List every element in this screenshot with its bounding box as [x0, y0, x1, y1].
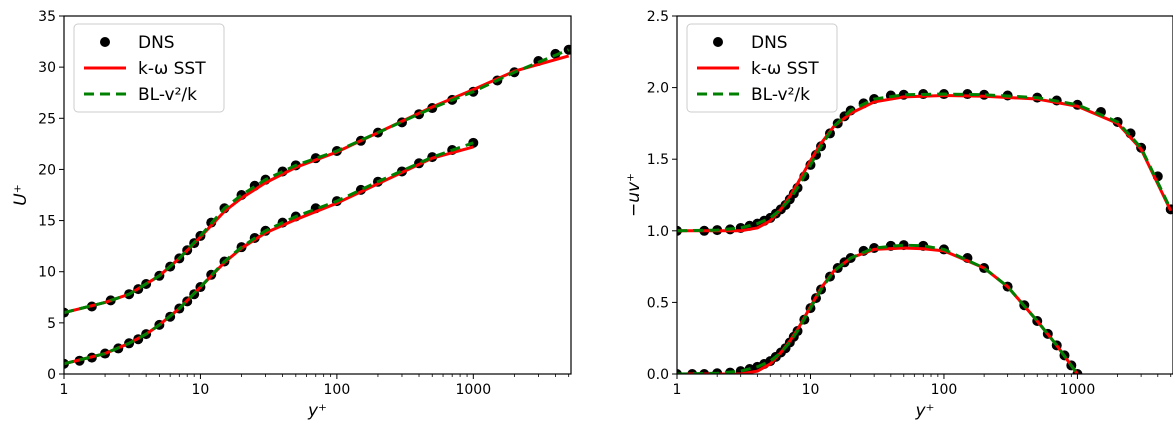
legend-label: DNS — [138, 33, 175, 53]
blv2k-line-0 — [677, 243, 1079, 374]
x-axis-label: y⁺ — [914, 401, 934, 421]
sst-line-1 — [677, 93, 1173, 233]
legend-box — [73, 23, 225, 113]
legend-marker-dns — [713, 37, 723, 47]
sst-line-0 — [677, 246, 1079, 374]
plot-area — [677, 89, 1173, 374]
y-tick-label: 0.0 — [647, 367, 669, 383]
blv2k-line-1 — [677, 92, 1173, 233]
axes-frame — [676, 15, 1173, 375]
mean-velocity-chart: 0 5 10 15 20 25 30 35 1 10 100 1000 y⁺ U⁺ DNS k-ω SST BL… — [11, 9, 572, 421]
y-tick-label: 0 — [47, 367, 56, 383]
legend-label: DNS — [751, 33, 788, 53]
legend-label: k-ω SST — [751, 59, 819, 79]
y-tick-label: 25 — [38, 111, 56, 127]
legend: DNS k-ω SST BL-v²/k — [686, 23, 838, 113]
x-tick-label: 100 — [324, 382, 351, 398]
legend: DNS k-ω SST BL-v²/k — [73, 23, 225, 113]
y-tick-label: 10 — [38, 265, 56, 281]
y-axis-label: −uv⁺ — [624, 173, 644, 217]
blv2k-line-0 — [64, 141, 474, 366]
x-tick-label: 1000 — [455, 382, 491, 398]
x-tick-label: 1000 — [1060, 382, 1096, 398]
y-tick-label: 2.5 — [647, 9, 669, 25]
y-axis-label: U⁺ — [11, 184, 31, 205]
x-axis-label: y⁺ — [307, 401, 327, 421]
x-tick-label: 100 — [931, 382, 958, 398]
x-tick-label: 1 — [60, 382, 69, 398]
y-tick-label: 20 — [38, 162, 56, 178]
legend-label: k-ω SST — [138, 59, 206, 79]
y-tick-label: 1.5 — [647, 152, 669, 168]
legend-box — [686, 23, 838, 113]
y-tick-label: 35 — [38, 9, 56, 25]
y-tick-label: 5 — [47, 316, 56, 332]
y-tick-label: 30 — [38, 60, 56, 76]
plot-area — [64, 44, 571, 369]
y-tick-label: 15 — [38, 214, 56, 230]
legend-label: BL-v²/k — [138, 85, 197, 105]
y-tick-label: 0.5 — [647, 295, 669, 311]
reynolds-shear-stress-chart: 0.0 0.5 1.0 1.5 2.0 2.5 1 10 100 1000 y⁺ −uv⁺ DNS k-ω… — [624, 9, 1173, 421]
legend-label: BL-v²/k — [751, 85, 810, 105]
x-tick-label: 10 — [802, 382, 820, 398]
blv2k-line-1 — [64, 48, 570, 315]
x-tick-label: 1 — [673, 382, 682, 398]
x-tick-label: 10 — [192, 382, 210, 398]
axes-frame — [63, 15, 572, 375]
y-tick-label: 1.0 — [647, 224, 669, 240]
dns-data-point — [563, 44, 571, 55]
legend-marker-dns — [100, 37, 110, 47]
y-tick-label: 2.0 — [647, 81, 669, 97]
